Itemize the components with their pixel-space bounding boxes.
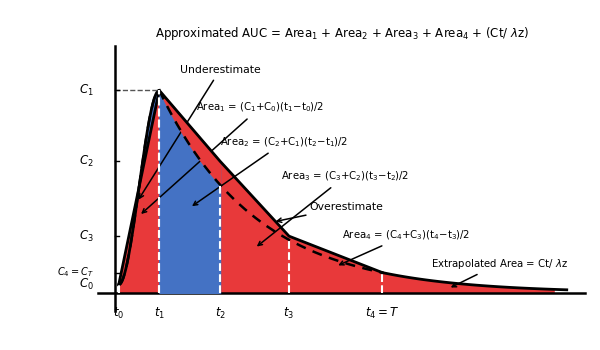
Text: Underestimate: Underestimate [139,65,260,198]
Text: $C_0$: $C_0$ [79,277,94,292]
Text: $C_3$: $C_3$ [79,229,94,244]
Text: Area$_2$ = (C$_2$+C$_1$)(t$_2$$-$t$_1$)/2: Area$_2$ = (C$_2$+C$_1$)(t$_2$$-$t$_1$)/… [193,135,349,205]
Text: $t_1$: $t_1$ [154,306,165,321]
Text: Area$_4$ = (C$_4$+C$_3$)(t$_4$$-$t$_3$)/2: Area$_4$ = (C$_4$+C$_3$)(t$_4$$-$t$_3$)/… [340,228,470,265]
Text: $t_2$: $t_2$ [215,306,226,321]
Text: Extrapolated Area = Ct/ $\lambda$z: Extrapolated Area = Ct/ $\lambda$z [431,257,568,287]
Text: $C_4 = C_T$: $C_4 = C_T$ [57,266,94,280]
Text: $C_1$: $C_1$ [79,83,94,98]
Text: $t_0$: $t_0$ [113,306,124,321]
Text: $C_2$: $C_2$ [79,154,94,169]
Text: Overestimate: Overestimate [277,202,383,222]
Text: Area$_1$ = (C$_1$+C$_0$)(t$_1$$-$t$_0$)/2: Area$_1$ = (C$_1$+C$_0$)(t$_1$$-$t$_0$)/… [142,101,324,213]
Title: Approximated AUC = Area$_1$ + Area$_2$ + Area$_3$ + Area$_4$ + (Ct/ $\lambda$z): Approximated AUC = Area$_1$ + Area$_2$ +… [155,26,529,42]
Text: Area$_3$ = (C$_3$+C$_2$)(t$_3$$-$t$_2$)/2: Area$_3$ = (C$_3$+C$_2$)(t$_3$$-$t$_2$)/… [258,170,409,245]
Text: $t_3$: $t_3$ [283,306,295,321]
Text: $t_4 = T$: $t_4 = T$ [365,306,400,321]
